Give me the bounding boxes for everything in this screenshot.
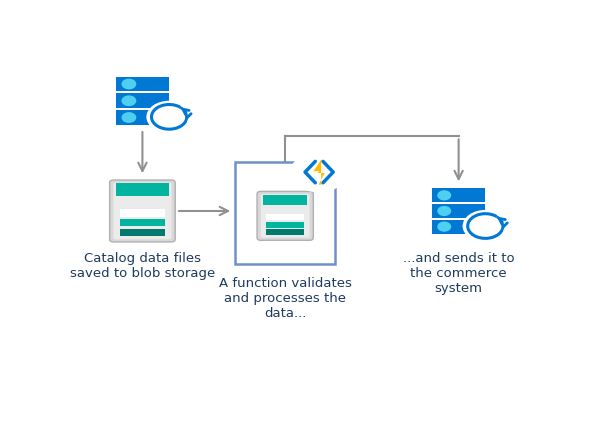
Circle shape [463, 210, 508, 241]
Polygon shape [313, 160, 325, 184]
Circle shape [438, 207, 451, 216]
FancyBboxPatch shape [110, 180, 175, 242]
Bar [263, 195, 307, 205]
Bar [266, 229, 304, 235]
Bar [116, 77, 169, 91]
Bar [432, 220, 485, 234]
Text: Catalog data files
saved to blob storage: Catalog data files saved to blob storage [70, 252, 215, 280]
Text: A function validates
and processes the
data...: A function validates and processes the d… [219, 277, 352, 320]
Circle shape [122, 79, 136, 89]
Bar [266, 222, 304, 228]
Circle shape [291, 152, 347, 192]
FancyBboxPatch shape [257, 192, 313, 240]
Bar [120, 219, 165, 226]
Bar [116, 93, 169, 108]
Bar [120, 209, 165, 217]
Circle shape [147, 101, 191, 132]
Circle shape [438, 222, 451, 231]
FancyBboxPatch shape [261, 194, 310, 238]
Bar [432, 204, 485, 218]
Bar [432, 189, 485, 202]
Bar [116, 110, 169, 125]
Circle shape [122, 113, 136, 122]
Bar [120, 229, 165, 236]
Bar [266, 214, 304, 220]
Text: ...and sends it to
the commerce
system: ...and sends it to the commerce system [403, 252, 514, 295]
FancyBboxPatch shape [235, 163, 335, 264]
FancyBboxPatch shape [113, 183, 172, 240]
Circle shape [122, 96, 136, 105]
Circle shape [438, 191, 451, 200]
Bar [116, 183, 169, 196]
